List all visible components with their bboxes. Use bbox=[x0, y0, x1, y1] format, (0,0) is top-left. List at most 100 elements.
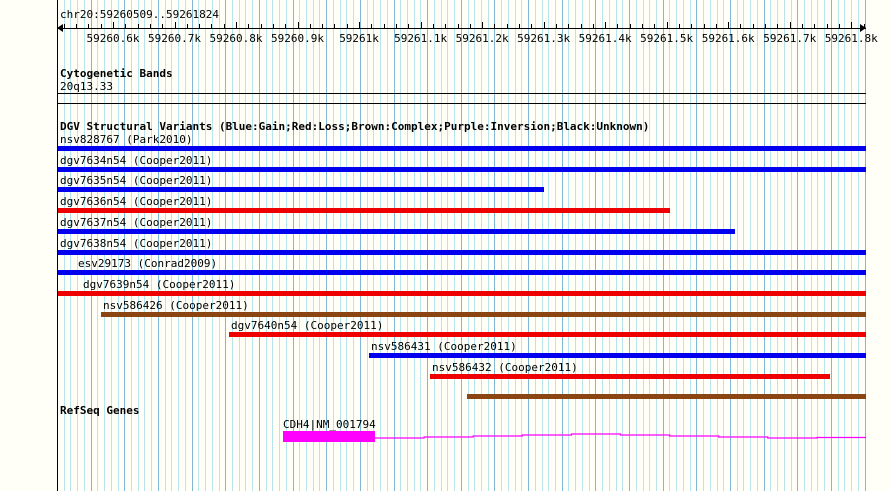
grid-line bbox=[528, 0, 529, 491]
grid-line bbox=[501, 0, 502, 491]
ruler-tick-minor bbox=[494, 24, 495, 28]
grid-line bbox=[690, 0, 691, 491]
grid-line bbox=[649, 0, 650, 491]
ruler-tick-minor bbox=[433, 24, 434, 28]
dgv-track-label[interactable]: dgv7638n54 (Cooper2011) bbox=[60, 237, 213, 250]
grid-line bbox=[252, 0, 253, 491]
dgv-variant-bar[interactable] bbox=[467, 394, 866, 399]
ruler-tick-label: 59261.5k bbox=[640, 32, 694, 45]
grid-line bbox=[703, 0, 704, 491]
ruler-tick-label: 59261.7k bbox=[763, 32, 817, 45]
ruler-tick-minor bbox=[371, 24, 372, 28]
grid-line bbox=[198, 0, 199, 491]
dgv-track-label[interactable]: dgv7635n54 (Cooper2011) bbox=[60, 174, 213, 187]
ruler-tick-minor bbox=[76, 24, 77, 28]
ruler-tick-minor bbox=[261, 24, 262, 28]
ruler-tick-minor bbox=[470, 24, 471, 28]
grid-line bbox=[144, 0, 145, 491]
ruler-tick-minor bbox=[334, 24, 335, 28]
ruler-tick-minor bbox=[211, 24, 212, 28]
ruler-tick-label: 59261k bbox=[339, 32, 379, 45]
ruler-tick-minor bbox=[519, 24, 520, 28]
ruler-tick-minor bbox=[679, 24, 680, 28]
grid-line bbox=[468, 0, 469, 491]
grid-line bbox=[225, 0, 226, 491]
ruler-tick-minor bbox=[617, 24, 618, 28]
genome-browser-plot-area[interactable] bbox=[57, 0, 866, 491]
ruler-tick-minor bbox=[408, 24, 409, 28]
dgv-variant-bar[interactable] bbox=[57, 187, 544, 192]
refseq-gene-label[interactable]: CDH4|NM_001794 bbox=[283, 418, 376, 431]
grid-line bbox=[656, 0, 657, 491]
dgv-variant-bar[interactable] bbox=[57, 250, 866, 255]
grid-line bbox=[717, 0, 718, 491]
ruler-tick-minor bbox=[138, 24, 139, 28]
dgv-track-label[interactable]: nsv586426 (Cooper2011) bbox=[103, 299, 249, 312]
grid-line bbox=[97, 0, 98, 491]
ruler-tick-minor bbox=[753, 24, 754, 28]
ruler-tick-minor bbox=[691, 24, 692, 28]
grid-line bbox=[743, 0, 744, 491]
grid-line bbox=[737, 0, 738, 491]
dgv-track-label[interactable]: dgv7634n54 (Cooper2011) bbox=[60, 154, 213, 167]
ruler-tick-minor bbox=[396, 24, 397, 28]
grid-line bbox=[380, 0, 381, 491]
ruler-tick-major bbox=[175, 22, 176, 29]
dgv-variant-bar[interactable] bbox=[57, 146, 866, 151]
dgv-track-label[interactable]: esv29173 (Conrad2009) bbox=[78, 257, 218, 270]
dgv-variant-bar[interactable] bbox=[57, 208, 670, 213]
grid-line bbox=[582, 0, 583, 491]
dgv-variant-bar[interactable] bbox=[430, 374, 830, 379]
dgv-variant-bar[interactable] bbox=[229, 332, 866, 337]
dgv-variant-bar[interactable] bbox=[57, 270, 866, 275]
dgv-track-label[interactable]: nsv586431 (Cooper2011) bbox=[371, 340, 517, 353]
grid-line bbox=[165, 0, 166, 491]
ruler-tick-label: 59260.8k bbox=[209, 32, 263, 45]
dgv-track-label[interactable]: nsv586432 (Cooper2011) bbox=[432, 361, 578, 374]
cytogenetic-bands-title: Cytogenetic Bands bbox=[60, 67, 173, 80]
grid-line bbox=[286, 0, 287, 491]
ruler-tick-minor bbox=[101, 24, 102, 28]
grid-line bbox=[245, 0, 246, 491]
ruler-tick-major bbox=[236, 22, 237, 29]
grid-line bbox=[151, 0, 152, 491]
grid-line bbox=[669, 0, 670, 491]
grid-line bbox=[515, 0, 516, 491]
ruler-tick-minor bbox=[310, 24, 311, 28]
grid-line bbox=[676, 0, 677, 491]
grid-line bbox=[488, 0, 489, 491]
plot-left-border bbox=[57, 0, 58, 491]
refseq-intron-line bbox=[375, 433, 866, 439]
ruler-tick-minor bbox=[224, 24, 225, 28]
ruler-tick-minor bbox=[125, 24, 126, 28]
ruler-tick-major bbox=[851, 22, 852, 29]
ruler-tick-minor bbox=[322, 24, 323, 28]
ruler-tick-minor bbox=[88, 24, 89, 28]
grid-line bbox=[542, 0, 543, 491]
grid-line bbox=[427, 0, 428, 491]
grid-line bbox=[118, 0, 119, 491]
grid-line bbox=[77, 0, 78, 491]
grid-line bbox=[272, 0, 273, 491]
grid-line bbox=[306, 0, 307, 491]
grid-line bbox=[562, 0, 563, 491]
dgv-variant-bar[interactable] bbox=[369, 353, 866, 358]
dgv-variant-bar[interactable] bbox=[57, 229, 735, 234]
grid-line bbox=[138, 0, 139, 491]
dgv-variant-bar[interactable] bbox=[101, 312, 866, 317]
dgv-track-label[interactable]: nsv828767 (Park2010) bbox=[60, 133, 193, 146]
dgv-track-label[interactable]: dgv7636n54 (Cooper2011) bbox=[60, 195, 213, 208]
grid-line bbox=[158, 0, 159, 491]
dgv-variant-bar[interactable] bbox=[57, 291, 866, 296]
dgv-variant-bar[interactable] bbox=[57, 167, 866, 172]
grid-line bbox=[387, 0, 388, 491]
refseq-section-title: RefSeq Genes bbox=[60, 404, 140, 417]
refseq-exon-block[interactable] bbox=[283, 431, 375, 442]
grid-line bbox=[420, 0, 421, 491]
ruler-tick-major bbox=[359, 22, 360, 29]
dgv-section-title: DGV Structural Variants (Blue:Gain;Red:L… bbox=[60, 120, 650, 133]
dgv-track-label[interactable]: dgv7637n54 (Cooper2011) bbox=[60, 216, 213, 229]
dgv-track-label[interactable]: dgv7640n54 (Cooper2011) bbox=[231, 319, 384, 332]
dgv-track-label[interactable]: dgv7639n54 (Cooper2011) bbox=[83, 278, 236, 291]
grid-line bbox=[521, 0, 522, 491]
